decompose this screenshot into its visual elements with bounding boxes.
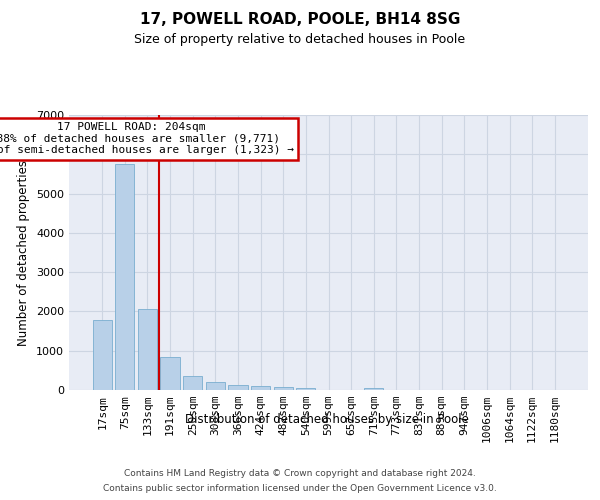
Bar bbox=[138, 309, 157, 390]
Bar bbox=[183, 376, 202, 390]
Bar bbox=[364, 388, 383, 390]
Text: Contains HM Land Registry data © Crown copyright and database right 2024.: Contains HM Land Registry data © Crown c… bbox=[124, 469, 476, 478]
Text: 17 POWELL ROAD: 204sqm
← 88% of detached houses are smaller (9,771)
12% of semi-: 17 POWELL ROAD: 204sqm ← 88% of detached… bbox=[0, 122, 293, 156]
Bar bbox=[115, 164, 134, 390]
Bar bbox=[160, 358, 180, 390]
Bar bbox=[251, 386, 270, 390]
Text: 17, POWELL ROAD, POOLE, BH14 8SG: 17, POWELL ROAD, POOLE, BH14 8SG bbox=[140, 12, 460, 28]
Text: Distribution of detached houses by size in Poole: Distribution of detached houses by size … bbox=[185, 412, 469, 426]
Bar bbox=[229, 385, 248, 390]
Bar bbox=[206, 382, 225, 390]
Text: Contains public sector information licensed under the Open Government Licence v3: Contains public sector information licen… bbox=[103, 484, 497, 493]
Bar bbox=[274, 387, 293, 390]
Bar bbox=[296, 388, 316, 390]
Bar bbox=[92, 320, 112, 390]
Y-axis label: Number of detached properties: Number of detached properties bbox=[17, 160, 31, 346]
Text: Size of property relative to detached houses in Poole: Size of property relative to detached ho… bbox=[134, 32, 466, 46]
